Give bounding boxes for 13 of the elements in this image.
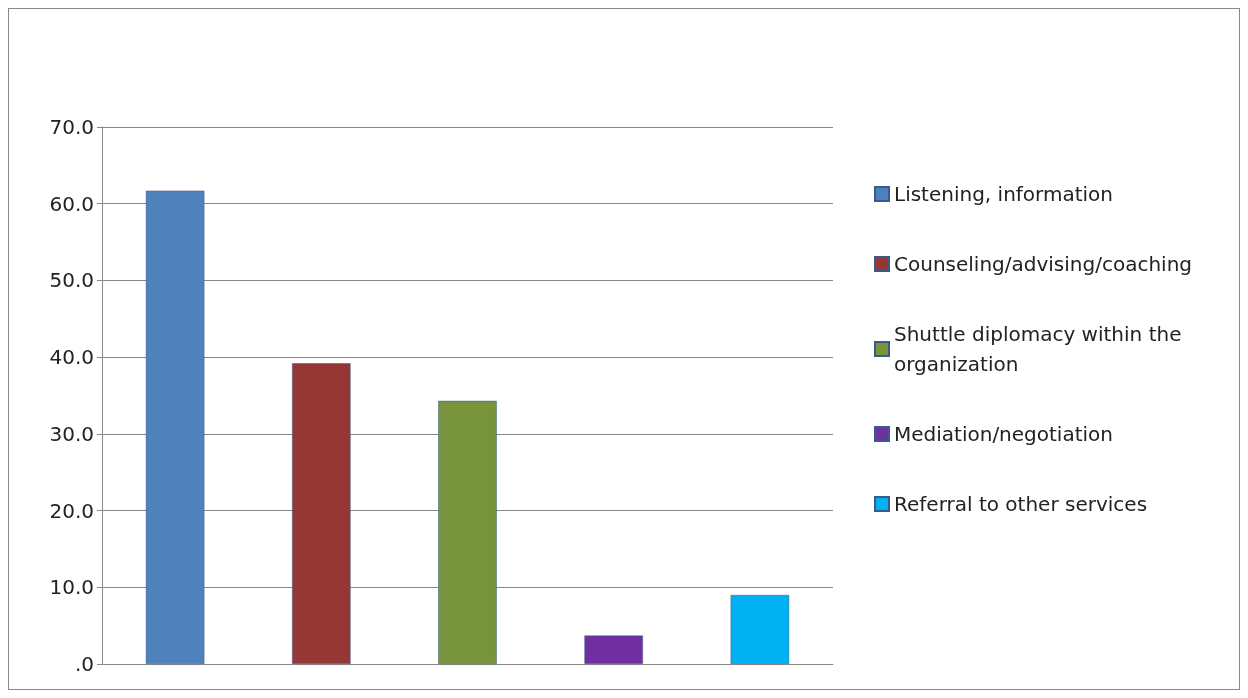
y-tick-label: 20.0 (49, 498, 94, 523)
y-tick-label: 30.0 (49, 421, 94, 446)
legend-label: Shuttle diplomacy within the organization (894, 322, 1188, 376)
legend-label: Listening, information (894, 182, 1114, 206)
y-tick-label: 40.0 (49, 345, 94, 370)
legend-label: Referral to other services (894, 492, 1148, 516)
y-tick-label: 60.0 (49, 191, 94, 216)
y-tick-label: 50.0 (49, 268, 94, 293)
legend-label: Counseling/advising/coaching (894, 252, 1193, 276)
y-tick-label: 10.0 (49, 575, 94, 600)
y-tick-label: 70.0 (49, 115, 94, 139)
legend-label: Mediation/negotiation (894, 422, 1113, 446)
y-tick-label: .0 (74, 652, 94, 676)
